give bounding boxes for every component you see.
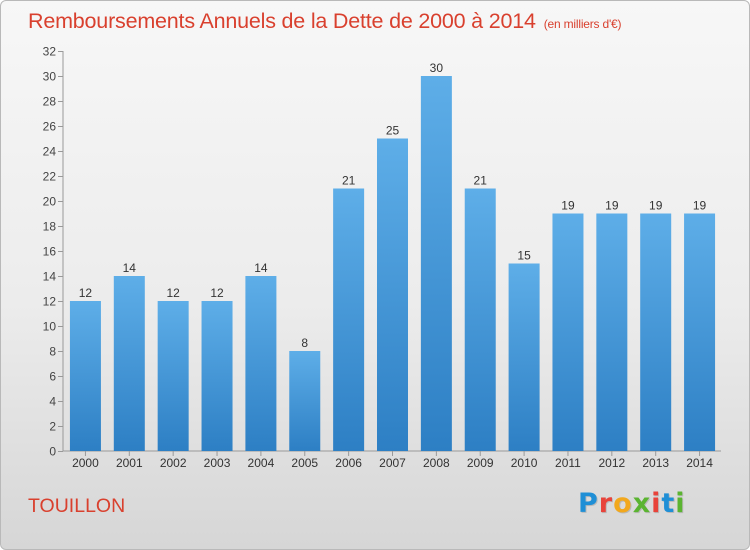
bar-2012 [596, 213, 628, 451]
x-tick-label-2000: 2000 [72, 456, 99, 470]
bar-2008 [420, 76, 452, 451]
x-tick-label-2014: 2014 [686, 456, 713, 470]
data-label-2008: 30 [430, 61, 444, 75]
y-tick-label: 30 [43, 70, 57, 84]
bar-2014 [684, 213, 716, 451]
location-label: TOUILLON [28, 495, 126, 517]
bar-2003 [201, 301, 233, 451]
x-tick-label-2008: 2008 [423, 456, 450, 470]
y-tick-label: 4 [49, 395, 56, 409]
bar-2007 [377, 138, 408, 451]
logo-letter: t [661, 488, 676, 519]
y-tick-label: 24 [43, 145, 57, 159]
data-label-2013: 19 [649, 199, 663, 213]
bar-2006 [333, 188, 365, 451]
y-tick-label: 28 [43, 95, 57, 109]
logo-letter: x [632, 488, 652, 519]
y-tick-label: 10 [43, 320, 57, 334]
x-tick-label-2007: 2007 [379, 456, 406, 470]
y-tick-label: 22 [43, 170, 57, 184]
bar-2002 [157, 301, 189, 451]
x-tick-label-2006: 2006 [335, 456, 362, 470]
logo-letter: i [675, 488, 686, 519]
data-label-2003: 12 [210, 286, 224, 300]
y-tick-label: 32 [43, 45, 57, 59]
x-tick-label-2002: 2002 [160, 456, 187, 470]
x-tick-label-2013: 2013 [642, 456, 669, 470]
logo-letter: i [651, 488, 662, 519]
y-tick-label: 26 [43, 120, 57, 134]
data-label-2004: 14 [254, 261, 268, 275]
data-label-2014: 19 [693, 199, 707, 213]
x-tick-label-2012: 2012 [598, 456, 625, 470]
data-label-2009: 21 [474, 174, 488, 188]
chart-title: Remboursements Annuels de la Dette de 20… [28, 9, 622, 34]
proxiti-logo: Proxiti [578, 488, 686, 519]
bar-2009 [464, 188, 496, 451]
data-label-2000: 12 [79, 286, 93, 300]
y-tick-label: 20 [43, 195, 57, 209]
y-tick-label: 14 [43, 270, 57, 284]
logo-letter: P [578, 488, 599, 519]
y-tick-label: 0 [49, 445, 56, 459]
bar-2010 [508, 263, 540, 451]
logo-letter: r [598, 488, 614, 519]
x-tick-label-2004: 2004 [248, 456, 275, 470]
x-tick-label-2009: 2009 [467, 456, 494, 470]
bar-2004 [245, 276, 277, 451]
y-tick-label: 12 [43, 295, 57, 309]
data-label-2010: 15 [517, 249, 531, 263]
x-tick-label-2005: 2005 [291, 456, 318, 470]
logo-letter: o [613, 488, 633, 519]
data-label-2011: 19 [561, 199, 575, 213]
bar-2011 [552, 213, 584, 451]
y-tick-label: 18 [43, 220, 57, 234]
y-tick-label: 16 [43, 245, 57, 259]
bar-2001 [113, 276, 145, 451]
chart-unit-label: (en milliers d'€) [543, 17, 622, 31]
x-tick-label-2011: 2011 [555, 456, 581, 470]
x-tick-label-2003: 2003 [204, 456, 231, 470]
data-label-2012: 19 [605, 199, 619, 213]
data-label-2007: 25 [386, 124, 400, 138]
y-tick-label: 8 [49, 345, 56, 359]
chart-title-text: Remboursements Annuels de la Dette de 20… [28, 9, 536, 33]
data-label-2005: 8 [301, 336, 308, 350]
x-tick-label-2001: 2001 [116, 456, 143, 470]
y-tick-label: 2 [49, 420, 56, 434]
bar-2000 [69, 301, 101, 451]
data-label-2002: 12 [166, 286, 180, 300]
data-label-2001: 14 [123, 261, 137, 275]
data-label-2006: 21 [342, 174, 356, 188]
bar-2005 [289, 351, 321, 451]
x-tick-label-2010: 2010 [511, 456, 538, 470]
bar-2013 [640, 213, 672, 451]
y-tick-label: 6 [49, 370, 56, 384]
